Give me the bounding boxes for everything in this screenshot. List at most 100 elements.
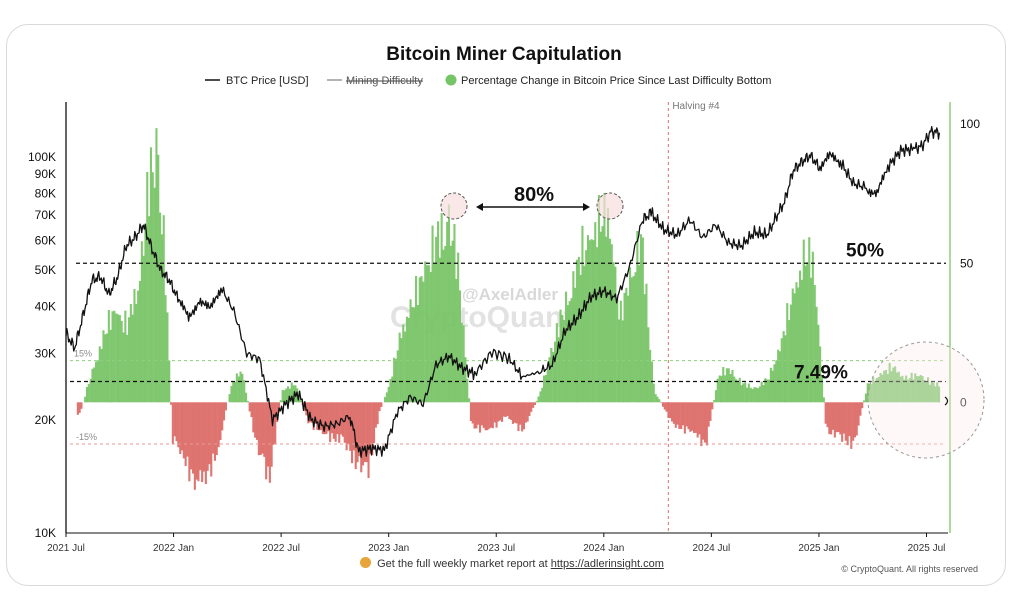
pct-change-bar — [444, 245, 447, 403]
pct-change-bar — [144, 224, 147, 403]
pct-change-bar — [632, 276, 635, 403]
pct-change-bar — [614, 266, 617, 403]
pct-change-bar — [96, 360, 99, 403]
pct-change-bar — [608, 238, 611, 403]
pct-change-bar — [107, 310, 110, 403]
pct-change-bar — [826, 402, 829, 428]
pct-change-bar — [649, 349, 652, 403]
pct-change-bar — [746, 387, 749, 403]
pct-change-bar — [76, 402, 79, 415]
pct-change-bar — [605, 236, 608, 403]
pct-change-bar — [554, 341, 557, 403]
pct-change-bar — [427, 265, 430, 403]
pct-change-bar — [923, 380, 926, 403]
pct-change-bar — [519, 402, 522, 425]
label-7-49-percent: 7.49% — [794, 362, 848, 383]
pct-change-bar — [647, 327, 650, 403]
pct-change-bar — [850, 402, 853, 449]
pct-change-bar — [749, 387, 752, 403]
pct-change-bar — [630, 277, 633, 403]
pct-change-bar — [934, 386, 937, 403]
pct-change-bar — [515, 402, 518, 424]
pct-change-bar — [764, 378, 767, 403]
pct-change-bar — [506, 402, 509, 416]
peak-circle-2023 — [440, 192, 468, 220]
pct-change-bar — [883, 370, 886, 403]
pct-change-bar — [221, 402, 224, 431]
pct-change-bar — [193, 402, 196, 490]
pct-change-bar — [645, 283, 648, 403]
pct-change-bar — [192, 402, 195, 474]
pct-change-bar — [777, 349, 780, 403]
pct-change-bar — [561, 314, 564, 403]
pct-change-bar — [95, 361, 98, 403]
pct-change-bar — [658, 399, 661, 403]
pct-change-bar — [416, 305, 419, 403]
pct-change-bar — [767, 379, 770, 403]
pct-change-bar — [457, 252, 460, 403]
pct-change-bar — [159, 212, 162, 403]
y-tick-label: 100K — [28, 150, 56, 164]
pct-change-bar — [164, 295, 167, 403]
pct-change-bar — [349, 402, 352, 451]
pct-change-bar — [702, 402, 705, 440]
pct-change-bar — [877, 377, 880, 403]
pct-change-bar — [528, 402, 531, 416]
pct-change-bar — [863, 400, 866, 403]
pct-change-bar — [424, 261, 427, 403]
pct-change-bar — [709, 402, 712, 421]
pct-change-bar — [232, 381, 235, 403]
pct-change-bar — [705, 402, 708, 446]
pct-change-bar — [757, 388, 760, 403]
pct-change-bar — [654, 394, 657, 403]
pct-change-bar — [420, 276, 423, 403]
pct-change-bar — [499, 402, 502, 421]
pct-change-bar — [522, 402, 525, 430]
pct-change-bar — [716, 378, 719, 403]
pct-change-bar — [316, 402, 319, 430]
pct-change-bar — [738, 377, 741, 403]
pct-change-bar — [113, 310, 116, 403]
pct-change-bar — [265, 402, 268, 480]
chart-card — [6, 24, 1006, 586]
pct-change-bar — [429, 271, 432, 403]
pct-change-bar — [899, 376, 902, 403]
pct-change-bar — [778, 351, 781, 403]
current-highlight-circle — [867, 341, 985, 459]
pct-change-bar — [810, 277, 813, 403]
pct-change-bar — [565, 291, 568, 403]
pct-change-bar — [466, 378, 469, 403]
pct-change-bar — [601, 226, 604, 403]
pct-change-bar — [788, 320, 791, 403]
pct-change-bar — [760, 381, 763, 403]
pct-change-bar — [84, 396, 87, 403]
pct-change-bar — [497, 402, 500, 422]
pct-change-bar — [775, 360, 778, 403]
pct-change-bar — [210, 402, 213, 477]
pct-change-bar — [758, 386, 761, 403]
footer-link[interactable]: https://adlerinsight.com — [550, 558, 664, 570]
pct-change-bar — [870, 384, 873, 403]
pct-change-bar — [897, 371, 900, 403]
pct-change-bar — [274, 402, 277, 444]
pct-change-bar — [213, 402, 216, 461]
pct-change-bar — [504, 402, 507, 417]
pct-change-bar — [839, 402, 842, 435]
pct-change-bar — [773, 364, 776, 403]
pct-change-bar — [391, 376, 394, 403]
current-marker — [944, 396, 949, 406]
pct-change-bar — [352, 402, 355, 451]
pct-change-bar — [769, 367, 772, 403]
pct-change-bar — [819, 346, 822, 403]
pct-change-bar — [724, 375, 727, 403]
x-tick-label: 2022 Jan — [153, 543, 194, 554]
pct-change-bar — [566, 305, 569, 403]
pct-change-bar — [905, 375, 908, 403]
pct-change-bar — [844, 402, 847, 441]
pct-change-bar — [373, 402, 376, 444]
pct-change-bar — [182, 402, 185, 459]
pct-change-bar — [817, 324, 820, 403]
pct-change-bar — [241, 373, 244, 403]
pct-change-bar — [908, 378, 911, 403]
